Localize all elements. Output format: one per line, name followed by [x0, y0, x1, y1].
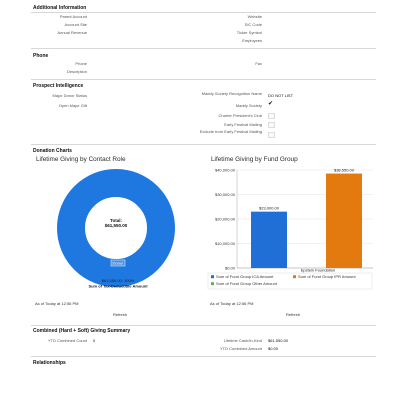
bar-chart[interactable]: $0.00 $10,000.00 $20,000.00 $30,000.00 $40,0… — [205, 164, 375, 294]
donut-footer-measure: Sum of Tax-Deductible Amount — [88, 284, 148, 289]
bar-refresh-button[interactable]: Refresh — [286, 312, 301, 317]
donut-total-label: Total: — [110, 218, 122, 223]
lifetime-cash-label: Lifetime Cash/In-Kind — [223, 338, 262, 343]
donut-footer-value: $61,550.00: 100% — [102, 278, 135, 283]
divider — [31, 356, 376, 357]
bar-chart-title: Lifetime Giving by Fund Group — [211, 156, 298, 163]
exclude-early-festival-label: Exclude from Early Festival Mailing — [199, 129, 262, 134]
y-tick-label: $30,000.00 — [215, 192, 236, 197]
donut-slice-label: Donor — [113, 261, 125, 266]
recognition-name-value: DO NOT LIST — [268, 93, 294, 98]
y-tick-label: $40,000.00 — [215, 168, 236, 173]
bar-data-label: $38,550.00 — [334, 168, 355, 173]
section-phone: Phone — [33, 53, 49, 59]
maddy-society-label: Maddy Society — [235, 103, 262, 108]
donut-total-value: $61,550.00 — [105, 223, 128, 228]
y-tick-label: $10,000.00 — [215, 241, 236, 246]
ytd-combined-amount-value: $0.00 — [268, 346, 279, 351]
legend-entry[interactable]: Sum of Fund Group Other Amount — [216, 281, 278, 286]
phone-label: Phone — [75, 61, 87, 66]
section-additional-info: Additional Information — [33, 5, 87, 11]
bar-as-of: As of Today at 12:56 PM — [210, 301, 254, 306]
bar-category-label: Epstein Foundation — [301, 268, 335, 273]
legend-entry[interactable]: Sum of Fund Group IPR Amount — [298, 274, 356, 279]
y-tick-label: $20,000.00 — [215, 217, 236, 222]
charter-presidents-club-checkbox[interactable] — [268, 113, 275, 119]
sic-code-label: SIC Code — [244, 22, 262, 27]
maddy-society-recognition-label: Maddy Society Recognition Name — [201, 91, 262, 96]
divider — [31, 79, 376, 80]
donut-slice-label-box — [110, 259, 126, 267]
divider — [31, 48, 376, 49]
legend-swatch — [211, 275, 214, 279]
employees-label: Employees — [242, 38, 262, 43]
legend-swatch — [211, 282, 214, 286]
early-festival-mailing-label: Early Festival Mailing — [224, 122, 262, 127]
ytd-combined-amount-label: YTD Combined Amount — [219, 346, 262, 351]
parent-account-label: Parent Account — [59, 14, 87, 19]
ytd-combined-count-value: 0 — [93, 338, 96, 343]
annual-revenue-label: Annual Revenue — [57, 30, 87, 35]
donut-chart[interactable]: Total: $61,550.00 Donor $61,550.00: 100%… — [36, 166, 201, 296]
donut-as-of: As of Today at 12:56 PM — [35, 301, 79, 306]
account-site-label: Account Site — [64, 22, 87, 27]
legend-swatch — [293, 275, 296, 279]
description-label: Description — [66, 69, 87, 74]
bar-ipr[interactable] — [326, 173, 362, 268]
section-donation-charts: Donation Charts — [33, 148, 72, 154]
donut-refresh-button[interactable]: Refresh — [113, 312, 128, 317]
section-prospect-intelligence: Prospect Intelligence — [33, 83, 84, 89]
fax-label: Fax — [255, 61, 262, 66]
legend-box — [207, 272, 373, 290]
bar-ica[interactable] — [251, 211, 287, 268]
donut-slice-donor[interactable] — [57, 169, 175, 287]
early-festival-mailing-checkbox[interactable] — [268, 122, 275, 128]
charter-presidents-club-label: Charter President's Club — [218, 113, 262, 118]
lifetime-cash-value: $61,550.00 — [268, 338, 289, 343]
maddy-society-checkbox[interactable]: ✔ — [268, 101, 274, 107]
divider — [31, 325, 376, 326]
major-donor-status-label: Major Donor Status — [52, 93, 87, 98]
divider — [31, 144, 376, 145]
bar-data-label: $23,000.00 — [259, 206, 280, 211]
section-relationships: Relationships — [33, 360, 66, 366]
divider — [31, 12, 376, 13]
donut-chart-title: Lifetime Giving by Contact Role — [36, 156, 126, 163]
section-combined-giving: Combined (Hard + Soft) Giving Summary — [33, 328, 131, 334]
exclude-early-festival-checkbox[interactable] — [268, 132, 275, 138]
website-label: Website — [247, 14, 262, 19]
open-major-gift-label: Open Major Gift — [58, 103, 87, 108]
y-tick-label: $0.00 — [225, 266, 236, 271]
ytd-combined-count-label: YTD Combined Count — [47, 338, 87, 343]
ticker-symbol-label: Ticker Symbol — [236, 30, 262, 35]
legend-entry[interactable]: Sum of Fund Group ICA Amount — [216, 274, 274, 279]
